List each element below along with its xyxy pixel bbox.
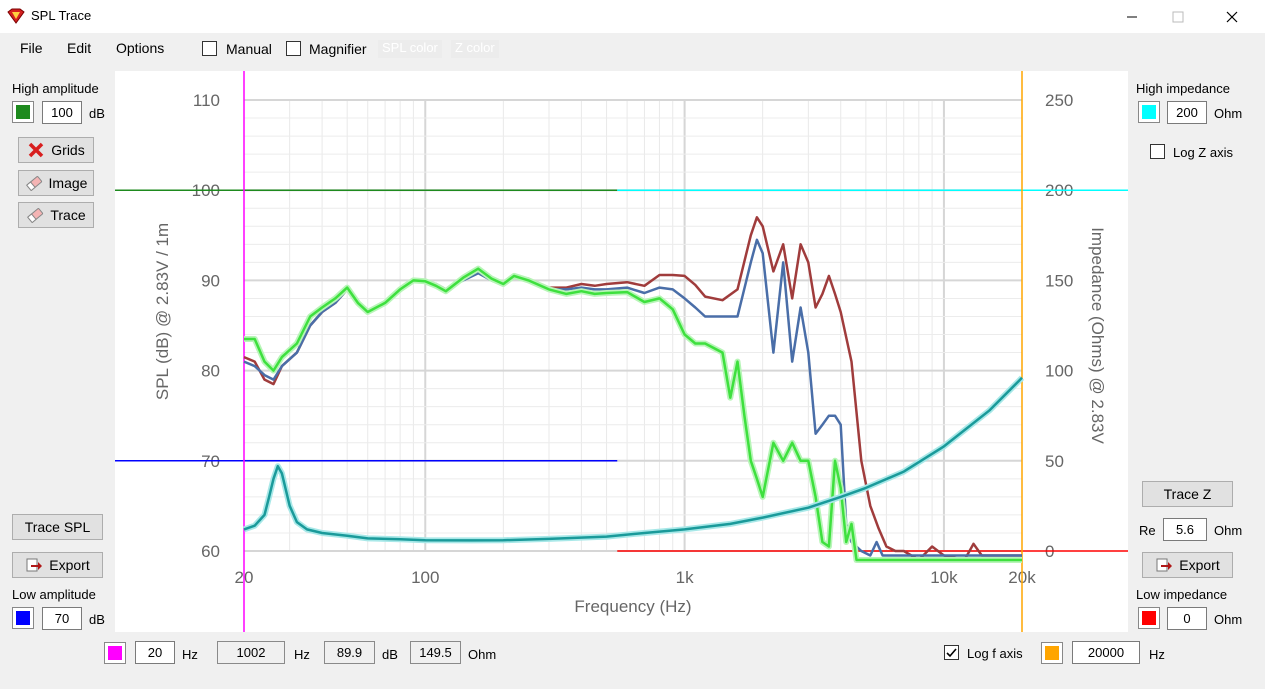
y2-axis-title: Impedance (Ohms) @ 2.83V xyxy=(1088,227,1107,444)
log-f-axis-label: Log f axis xyxy=(967,646,1023,661)
re-unit: Ohm xyxy=(1214,523,1243,538)
frequency-response-chart[interactable]: 60708090100110050100150200250201001k10k2… xyxy=(115,71,1128,632)
maximize-button[interactable] xyxy=(1155,0,1201,33)
export-arrow-icon xyxy=(26,558,43,572)
minimize-icon xyxy=(1127,16,1137,17)
high-amplitude-unit: dB xyxy=(89,106,105,121)
re-input[interactable]: 5.6 xyxy=(1163,518,1207,541)
high-impedance-unit: Ohm xyxy=(1214,106,1243,121)
magnifier-label: Magnifier xyxy=(309,41,367,57)
cursor-impedance-readout: 149.5 xyxy=(410,641,461,664)
cursor-spl-readout: 89.9 xyxy=(324,641,375,664)
y-axis-title: SPL (dB) @ 2.83V / 1m xyxy=(153,223,172,400)
low-impedance-unit: Ohm xyxy=(1214,612,1243,627)
checkmark-icon xyxy=(946,648,957,658)
y2-tick-label: 250 xyxy=(1045,91,1073,110)
export-z-button-label: Export xyxy=(1179,557,1220,573)
low-frequency-color-swatch[interactable] xyxy=(104,642,126,664)
eraser-icon xyxy=(25,176,42,191)
trace-z-button[interactable]: Trace Z xyxy=(1142,481,1233,507)
y2-tick-label: 100 xyxy=(1045,362,1073,381)
menu-file[interactable]: File xyxy=(20,40,43,56)
title-bar: SPL Trace xyxy=(0,0,1265,33)
maximize-icon xyxy=(1172,11,1184,22)
high-frequency-input[interactable]: 20000 xyxy=(1072,641,1140,664)
y-tick-label: 80 xyxy=(201,362,220,381)
export-spl-button-label: Export xyxy=(49,557,90,573)
high-impedance-label: High impedance xyxy=(1136,81,1230,96)
y-tick-label: 90 xyxy=(201,271,220,290)
minimize-button[interactable] xyxy=(1109,0,1155,33)
menu-bar xyxy=(0,33,1265,63)
cursor-frequency-readout: 1002 xyxy=(217,641,285,664)
high-frequency-color-swatch[interactable] xyxy=(1041,642,1063,664)
low-frequency-unit: Hz xyxy=(182,647,198,662)
series-line-1 xyxy=(243,238,1022,557)
export-spl-button[interactable]: Export xyxy=(12,552,103,578)
high-amplitude-color-swatch[interactable] xyxy=(12,101,34,123)
menu-options[interactable]: Options xyxy=(116,40,165,56)
cursor-impedance-unit: Ohm xyxy=(468,647,497,662)
cursor-frequency-unit: Hz xyxy=(294,647,310,662)
magnifier-checkbox[interactable] xyxy=(286,41,301,56)
eraser-icon xyxy=(27,208,44,223)
high-amplitude-label: High amplitude xyxy=(12,81,99,96)
low-impedance-label: Low impedance xyxy=(1136,587,1228,602)
log-f-axis-checkbox[interactable] xyxy=(944,645,959,660)
z-color-button[interactable]: Z color xyxy=(451,40,499,58)
low-amplitude-input[interactable]: 70 xyxy=(42,607,82,630)
export-arrow-icon xyxy=(1156,558,1173,572)
x-tick-label: 1k xyxy=(676,568,694,587)
high-impedance-input[interactable]: 200 xyxy=(1167,101,1207,124)
high-frequency-unit: Hz xyxy=(1149,647,1165,662)
spl-color-button[interactable]: SPL color xyxy=(378,40,442,58)
low-frequency-input[interactable]: 20 xyxy=(135,641,175,664)
menu-edit[interactable]: Edit xyxy=(67,40,92,56)
trace-z-button-label: Trace Z xyxy=(1163,486,1212,502)
plot-area[interactable]: 60708090100110050100150200250201001k10k2… xyxy=(115,71,1128,632)
red-x-icon xyxy=(29,142,44,158)
log-z-axis-checkbox[interactable] xyxy=(1150,144,1165,159)
trace-spl-button[interactable]: Trace SPL xyxy=(12,514,103,540)
low-impedance-input[interactable]: 0 xyxy=(1167,607,1207,630)
high-impedance-color-swatch[interactable] xyxy=(1138,101,1160,123)
y2-tick-label: 150 xyxy=(1045,271,1073,290)
image-button-label: Image xyxy=(48,175,88,191)
close-icon xyxy=(1226,11,1238,22)
x-tick-label: 10k xyxy=(930,568,958,587)
y-tick-label: 60 xyxy=(201,542,220,561)
close-button[interactable] xyxy=(1209,0,1255,33)
series-line-2 xyxy=(244,267,1022,562)
x-axis-title: Frequency (Hz) xyxy=(574,597,691,616)
low-amplitude-unit: dB xyxy=(89,612,105,627)
trace-halo-3 xyxy=(243,375,1025,544)
log-z-axis-label: Log Z axis xyxy=(1173,145,1233,160)
image-button[interactable]: Image xyxy=(18,170,94,196)
manual-checkbox[interactable] xyxy=(202,41,217,56)
window-title: SPL Trace xyxy=(31,8,92,23)
trace-spl-button-label: Trace SPL xyxy=(24,519,91,535)
manual-label: Manual xyxy=(226,41,272,57)
trace-halo-2 xyxy=(244,265,1022,563)
grids-button-label: Grids xyxy=(51,142,85,158)
grids-button[interactable]: Grids xyxy=(18,137,94,163)
app-logo-icon xyxy=(7,8,25,24)
trace-button[interactable]: Trace xyxy=(18,202,94,228)
high-amplitude-input[interactable]: 100 xyxy=(42,101,82,124)
low-amplitude-label: Low amplitude xyxy=(12,587,96,602)
export-z-button[interactable]: Export xyxy=(1142,552,1233,578)
low-impedance-color-swatch[interactable] xyxy=(1138,607,1160,629)
trace-button-label: Trace xyxy=(50,207,86,223)
x-tick-label: 100 xyxy=(411,568,439,587)
series-line-3 xyxy=(243,376,1023,542)
y-tick-label: 110 xyxy=(193,91,220,110)
cursor-spl-unit: dB xyxy=(382,647,398,662)
low-amplitude-color-swatch[interactable] xyxy=(12,607,34,629)
y2-tick-label: 50 xyxy=(1045,452,1064,471)
re-label: Re xyxy=(1139,523,1156,538)
